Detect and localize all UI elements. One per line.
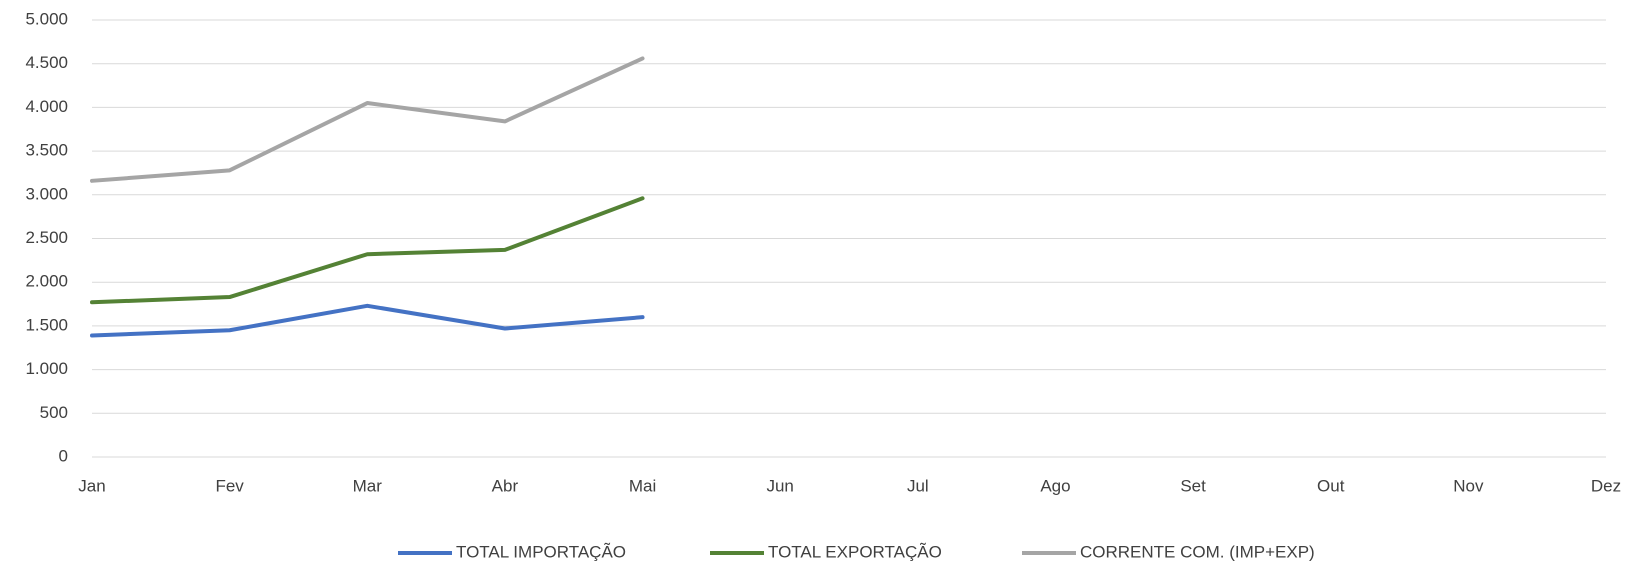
x-tick-label: Dez — [1591, 476, 1621, 495]
x-tick-label: Abr — [492, 476, 519, 495]
legend-label: CORRENTE COM. (IMP+EXP) — [1080, 542, 1315, 561]
y-tick-label: 2.500 — [25, 228, 68, 247]
x-tick-label: Jan — [78, 476, 105, 495]
series-line — [90, 303, 645, 338]
x-tick-label: Mai — [629, 476, 656, 495]
y-tick-label: 3.000 — [25, 184, 68, 203]
y-tick-label: 500 — [40, 403, 68, 422]
x-tick-label: Jul — [907, 476, 929, 495]
y-tick-label: 1.500 — [25, 315, 68, 334]
x-tick-label: Ago — [1040, 476, 1070, 495]
y-tick-label: 3.500 — [25, 141, 68, 160]
y-tick-label: 5.000 — [25, 9, 68, 28]
y-tick-label: 4.000 — [25, 97, 68, 116]
series-line — [90, 196, 645, 305]
x-tick-label: Fev — [215, 476, 244, 495]
x-tick-label: Mar — [353, 476, 383, 495]
legend-label: TOTAL IMPORTAÇÃO — [456, 542, 626, 561]
y-tick-label: 2.000 — [25, 272, 68, 291]
x-tick-label: Out — [1317, 476, 1345, 495]
x-tick-label: Nov — [1453, 476, 1484, 495]
x-tick-label: Jun — [766, 476, 793, 495]
y-tick-label: 1.000 — [25, 359, 68, 378]
x-tick-label: Set — [1180, 476, 1206, 495]
series-line — [90, 56, 645, 183]
y-tick-label: 4.500 — [25, 53, 68, 72]
y-tick-label: 0 — [59, 446, 68, 465]
legend-label: TOTAL EXPORTAÇÃO — [768, 542, 942, 561]
